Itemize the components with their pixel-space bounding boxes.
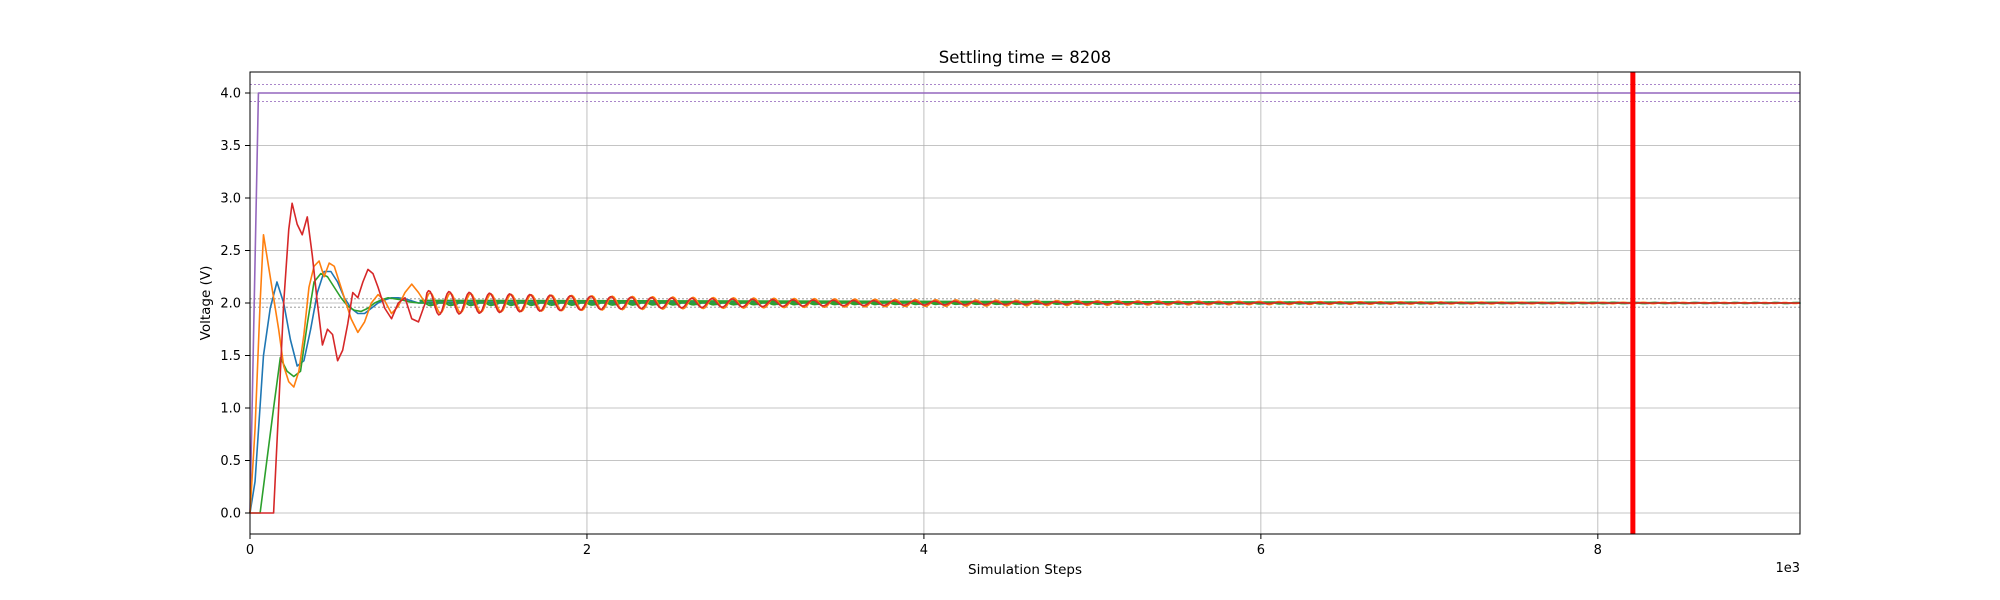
x-tick-label: 8 (1594, 543, 1602, 558)
y-tick-label: 0.5 (220, 454, 241, 469)
y-tick-label: 3.0 (220, 192, 241, 207)
y-tick-label: 4.0 (220, 87, 241, 102)
x-axis-label: Simulation Steps (968, 562, 1082, 578)
y-tick-label: 3.5 (220, 139, 241, 154)
y-axis-ticks: 0.0 0.5 1.0 1.5 2.0 2.5 3.0 3.5 4.0 (220, 87, 250, 522)
y-axis-label: Voltage (V) (198, 266, 214, 341)
grid (249, 72, 1800, 534)
y-tick-label: 1.0 (220, 402, 241, 417)
series-line-1 (249, 92, 1800, 514)
y-tick-label: 0.0 (220, 507, 241, 522)
x-tick-label: 2 (583, 543, 591, 558)
y-tick-label: 1.5 (220, 349, 241, 364)
x-axis-offset-text: 1e3 (1775, 561, 1800, 576)
series-line-3 (250, 272, 1801, 514)
series-lines (249, 92, 1801, 514)
x-tick-label: 0 (246, 543, 254, 558)
x-tick-label: 6 (1257, 543, 1265, 558)
chart-title: Settling time = 8208 (939, 48, 1112, 67)
series-line-5 (250, 202, 1801, 514)
y-tick-label: 2.5 (220, 244, 241, 259)
y-tick-label: 2.0 (220, 297, 241, 312)
x-axis-ticks: 0 2 4 6 8 (246, 534, 1602, 558)
x-tick-label: 4 (920, 543, 928, 558)
